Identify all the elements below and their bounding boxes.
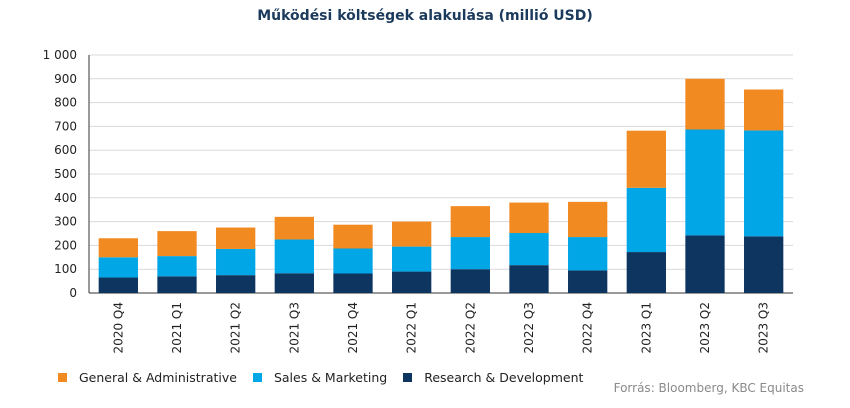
bar-general-administrative xyxy=(157,231,197,257)
chart-title: Működési költségek alakulása (millió USD… xyxy=(257,8,593,24)
bar-sales-marketing xyxy=(157,256,197,277)
bar-research-development xyxy=(98,277,138,293)
bar-general-administrative xyxy=(392,221,432,247)
bar-general-administrative xyxy=(744,89,784,131)
x-tick-label: 2023 Q1 xyxy=(639,302,653,353)
bar-research-development xyxy=(685,235,725,293)
bar-research-development xyxy=(744,236,784,293)
bar-research-development xyxy=(157,276,197,293)
bar-sales-marketing xyxy=(568,237,608,271)
bar-research-development xyxy=(626,252,666,293)
source-note: Forrás: Bloomberg, KBC Equitas xyxy=(613,381,804,395)
bar-research-development xyxy=(450,269,490,293)
bar-research-development xyxy=(568,270,608,293)
x-tick-label: 2023 Q2 xyxy=(698,302,712,353)
bar-general-administrative xyxy=(450,206,490,238)
x-tick-label: 2023 Q3 xyxy=(757,302,771,353)
x-tick-label: 2020 Q4 xyxy=(111,302,125,353)
legend-item: General & Administrative xyxy=(58,370,237,385)
bar-research-development xyxy=(216,275,256,293)
legend-swatch xyxy=(252,373,262,382)
y-tick-label: 400 xyxy=(54,191,77,205)
legend-item: Sales & Marketing xyxy=(252,370,388,385)
y-tick-label: 800 xyxy=(54,96,77,110)
bar-sales-marketing xyxy=(274,239,314,274)
x-tick-label: 2022 Q4 xyxy=(581,302,595,353)
y-tick-label: 0 xyxy=(69,286,77,300)
bar-research-development xyxy=(509,265,549,293)
bar-general-administrative xyxy=(568,201,608,238)
x-tick-label: 2021 Q1 xyxy=(170,302,184,353)
legend-label: Research & Development xyxy=(424,370,584,385)
bar-general-administrative xyxy=(685,78,725,130)
y-tick-label: 500 xyxy=(54,167,77,181)
bar-sales-marketing xyxy=(509,233,549,266)
bar-research-development xyxy=(333,273,373,293)
bar-sales-marketing xyxy=(626,187,666,253)
bar-sales-marketing xyxy=(685,129,725,236)
legend-label: General & Administrative xyxy=(79,370,237,385)
bar-general-administrative xyxy=(274,216,314,240)
bar-general-administrative xyxy=(626,130,666,188)
bar-sales-marketing xyxy=(744,130,784,237)
x-tick-label: 2021 Q3 xyxy=(287,302,301,353)
bar-general-administrative xyxy=(333,224,373,249)
bar-sales-marketing xyxy=(333,248,373,274)
y-tick-label: 100 xyxy=(54,262,77,276)
y-tick-label: 900 xyxy=(54,72,77,86)
bar-general-administrative xyxy=(98,238,138,258)
x-tick-label: 2022 Q1 xyxy=(405,302,419,353)
bar-sales-marketing xyxy=(216,248,256,276)
legend-swatch xyxy=(403,373,413,382)
y-tick-label: 700 xyxy=(54,119,77,133)
x-tick-label: 2022 Q2 xyxy=(463,302,477,353)
x-tick-label: 2022 Q3 xyxy=(522,302,536,353)
bar-sales-marketing xyxy=(392,246,432,272)
bar-research-development xyxy=(392,271,432,293)
bar-research-development xyxy=(274,273,314,293)
x-tick-label: 2021 Q2 xyxy=(229,302,243,353)
y-tick-label: 600 xyxy=(54,143,77,157)
legend: General & Administrative Sales & Marketin… xyxy=(58,370,599,385)
legend-swatch xyxy=(58,373,67,382)
y-tick-label: 200 xyxy=(54,238,77,252)
x-tick-label: 2021 Q4 xyxy=(346,302,360,353)
bar-sales-marketing xyxy=(450,237,490,270)
bar-general-administrative xyxy=(216,227,256,249)
y-tick-label: 300 xyxy=(54,215,77,229)
legend-label: Sales & Marketing xyxy=(273,370,388,385)
y-tick-label: 1 000 xyxy=(43,48,77,62)
legend-item: Research & Development xyxy=(403,370,583,385)
bar-general-administrative xyxy=(509,202,549,234)
bar-sales-marketing xyxy=(98,257,138,278)
